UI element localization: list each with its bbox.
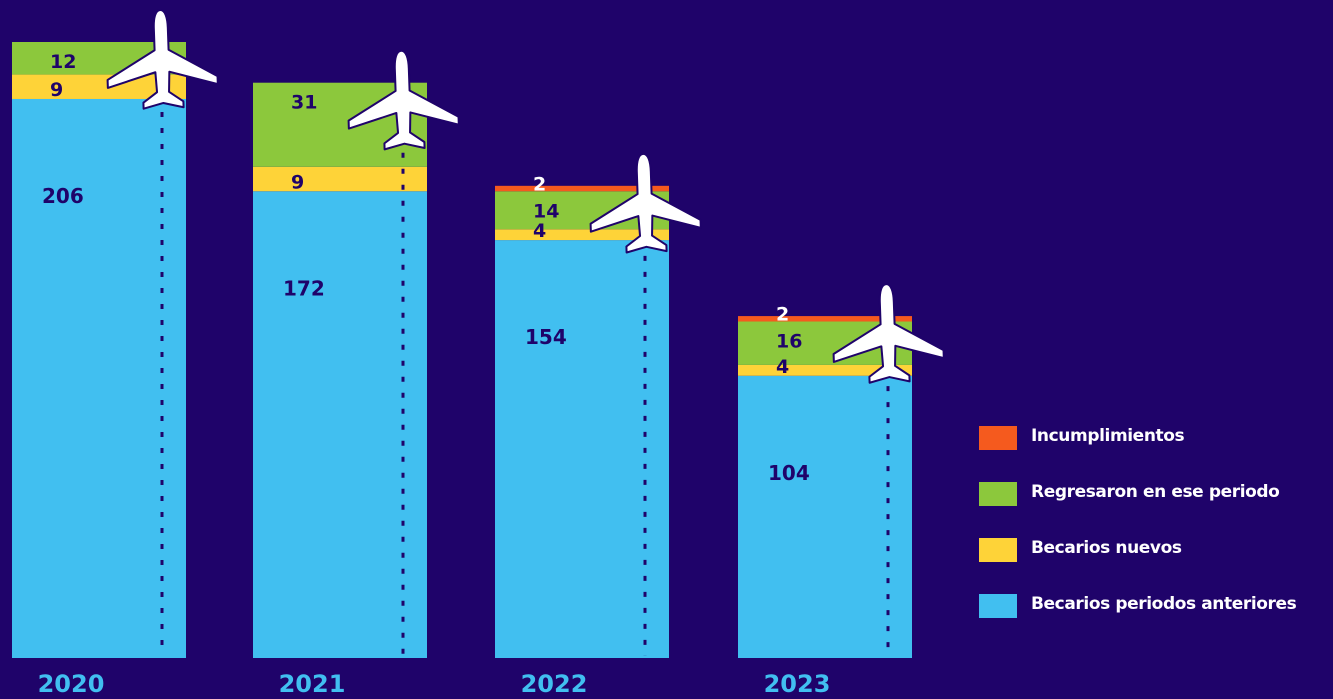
category-labels-layer: 2020 2021 2022 2023 (38, 670, 831, 698)
value-label-incumplimientos-2023: 2 (776, 304, 789, 326)
airplane-shape-2023 (832, 283, 945, 384)
value-label-incumplimientos-2022: 2 (533, 173, 546, 195)
value-label-becarios-periodos-anteriores-2020: 206 (42, 184, 84, 208)
legend-swatch-incumplimientos (979, 426, 1017, 450)
airplane-shape-2020 (106, 9, 219, 110)
category-label-2022: 2022 (521, 670, 588, 694)
value-label-regresaron-en-ese-periodo-2022: 14 (533, 200, 559, 222)
category-label-2023: 2023 (764, 670, 831, 694)
airplane-shape-2022 (589, 152, 702, 254)
legend-item-becarios-anteriores: Becarios periodos anteriores (979, 592, 1333, 618)
bar-incumplimientos-2023 (738, 316, 912, 322)
legend-swatch-becarios-nuevos (979, 538, 1017, 562)
category-label-2021: 2021 (279, 670, 346, 694)
bar-becarios-nuevos-2023 (738, 364, 912, 376)
airplane-shape-2021 (347, 49, 460, 151)
bar-becarios-periodos-anteriores-2023 (738, 375, 912, 658)
airplane-icon (347, 49, 460, 151)
legend-item-becarios-nuevos: Becarios nuevos (979, 536, 1333, 562)
airplane-icon (106, 9, 219, 110)
airplane-icon (589, 152, 702, 254)
value-label-becarios-periodos-anteriores-2022: 154 (525, 325, 567, 349)
category-label-2020: 2020 (38, 670, 105, 694)
value-label-becarios-nuevos-2023: 4 (776, 356, 789, 378)
legend-item-incumplimientos: Incumplimientos (979, 424, 1333, 450)
value-label-regresaron-en-ese-periodo-2023: 16 (776, 331, 802, 353)
value-label-becarios-nuevos-2021: 9 (291, 171, 304, 193)
value-label-regresaron-en-ese-periodo-2020: 12 (50, 51, 76, 73)
legend-label-incumplimientos: Incumplimientos (1031, 426, 1185, 446)
value-label-becarios-periodos-anteriores-2023: 104 (768, 461, 810, 485)
airplane-icon (832, 283, 945, 384)
bar-becarios-periodos-anteriores-2022 (495, 240, 669, 658)
bar-becarios-nuevos-2022 (495, 229, 669, 241)
bar-incumplimientos-2022 (495, 185, 669, 192)
legend-label-becarios-anteriores: Becarios periodos anteriores (1031, 594, 1297, 614)
value-label-becarios-nuevos-2022: 4 (533, 220, 546, 242)
legend-item-regresaron: Regresaron en ese periodo (979, 480, 1333, 506)
legend-swatch-regresaron (979, 482, 1017, 506)
value-label-becarios-periodos-anteriores-2021: 172 (283, 276, 325, 300)
legend-label-becarios-nuevos: Becarios nuevos (1031, 538, 1182, 558)
bar-becarios-nuevos-2021 (253, 166, 427, 192)
dotted-lines-layer (160, 112, 890, 656)
value-label-regresaron-en-ese-periodo-2021: 31 (291, 92, 317, 114)
value-label-becarios-nuevos-2020: 9 (50, 79, 63, 101)
airplanes-layer (106, 9, 945, 384)
bar-becarios-periodos-anteriores-2020 (12, 98, 186, 658)
legend-swatch-becarios-anteriores (979, 594, 1017, 618)
bar-becarios-periodos-anteriores-2021 (253, 191, 427, 658)
legend-label-regresaron: Regresaron en ese periodo (1031, 482, 1280, 502)
